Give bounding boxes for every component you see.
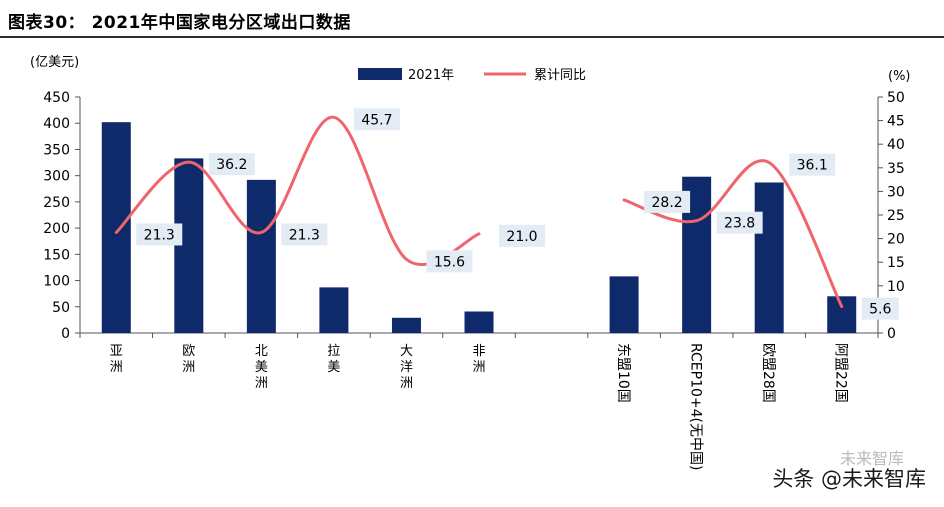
y-right-tick-label: 45 (887, 114, 905, 130)
x-tick-label: 亚 (110, 344, 123, 359)
y-left-tick-label: 150 (43, 247, 70, 263)
bar (319, 287, 349, 333)
x-tick-label: 阿盟22国 (833, 343, 849, 403)
y-right-tick-label: 15 (887, 255, 905, 271)
data-label-box (499, 224, 545, 247)
series-line (622, 159, 844, 309)
bar (609, 276, 639, 333)
data-label: 28.2 (652, 195, 683, 211)
x-tick-label: 东盟10国 (615, 343, 631, 403)
data-label: 5.6 (869, 302, 891, 318)
x-tick-label: 非 (472, 344, 485, 359)
y-right-tick-label: 0 (887, 326, 896, 342)
y-left-tick-label: 100 (43, 274, 70, 290)
y-left-tick-label: 450 (43, 90, 70, 106)
data-label-box (426, 250, 473, 273)
y-left-tick-label: 0 (61, 326, 70, 342)
y-left-tick-label: 50 (52, 300, 70, 316)
y-right-tick-label: 20 (887, 232, 905, 248)
legend-swatch-bar (358, 68, 402, 80)
bar (174, 158, 204, 333)
data-label-box (208, 153, 255, 176)
x-tick-label: 洲 (255, 376, 268, 391)
bar (391, 317, 421, 333)
data-label-box (136, 223, 183, 246)
data-label-box (861, 297, 899, 320)
y-right-tick-label: 30 (887, 184, 905, 200)
bar (246, 179, 276, 333)
data-label: 21.3 (144, 227, 175, 243)
y-left-tick-label: 250 (43, 195, 70, 211)
data-label: 21.3 (289, 227, 320, 243)
data-label: 36.1 (797, 158, 828, 174)
legend-label-bar: 2021年 (408, 68, 454, 83)
y-right-tick-label: 35 (887, 161, 905, 177)
data-label: 36.2 (216, 157, 247, 173)
series-line (114, 115, 481, 267)
data-label-box (353, 108, 400, 131)
y-left-tick-label: 200 (43, 221, 70, 237)
legend-label-line: 累计同比 (534, 68, 586, 83)
data-label-box (716, 211, 763, 234)
x-tick-label: 洲 (400, 376, 413, 391)
x-tick-label: 欧盟28国 (760, 343, 776, 403)
y-left-tick-label: 400 (43, 116, 70, 132)
x-tick-label: 洋 (400, 360, 413, 375)
data-label-box (281, 223, 328, 246)
title-divider (0, 36, 944, 38)
y-right-axis-label: (%) (888, 69, 911, 84)
x-tick-label: 北 (255, 344, 268, 359)
data-label: 45.7 (361, 112, 392, 128)
x-tick-label: 洲 (472, 360, 485, 375)
y-right-tick-label: 10 (887, 279, 905, 295)
x-tick-label: 美 (255, 360, 268, 375)
bar (754, 182, 784, 333)
x-tick-label: 大 (400, 344, 413, 359)
y-right-tick-label: 40 (887, 137, 905, 153)
x-tick-label: 洲 (182, 360, 195, 375)
y-right-tick-label: 50 (887, 90, 905, 106)
data-label: 15.6 (434, 254, 465, 270)
data-label-box (644, 190, 691, 213)
y-left-tick-label: 350 (43, 142, 70, 158)
watermark-faint: 未来智库 (839, 449, 904, 468)
bar (101, 122, 131, 333)
x-tick-label: 拉 (327, 344, 340, 359)
x-tick-label: 洲 (110, 360, 123, 375)
chart-title: 图表30： 2021年中国家电分区域出口数据 (8, 13, 351, 33)
watermark: 头条 @未来智库 (772, 467, 926, 491)
data-label: 21.0 (506, 229, 537, 245)
y-left-tick-label: 300 (43, 169, 70, 185)
x-tick-label: 欧 (182, 344, 195, 359)
data-label: 23.8 (724, 216, 755, 232)
bar (464, 311, 494, 333)
y-right-tick-label: 25 (887, 208, 905, 224)
x-tick-label: 美 (327, 360, 340, 375)
bar (827, 296, 857, 333)
x-tick-label: RCEP10+4(无中国) (688, 343, 704, 470)
y-left-axis-label: (亿美元) (30, 55, 79, 70)
data-label-box (789, 153, 836, 176)
